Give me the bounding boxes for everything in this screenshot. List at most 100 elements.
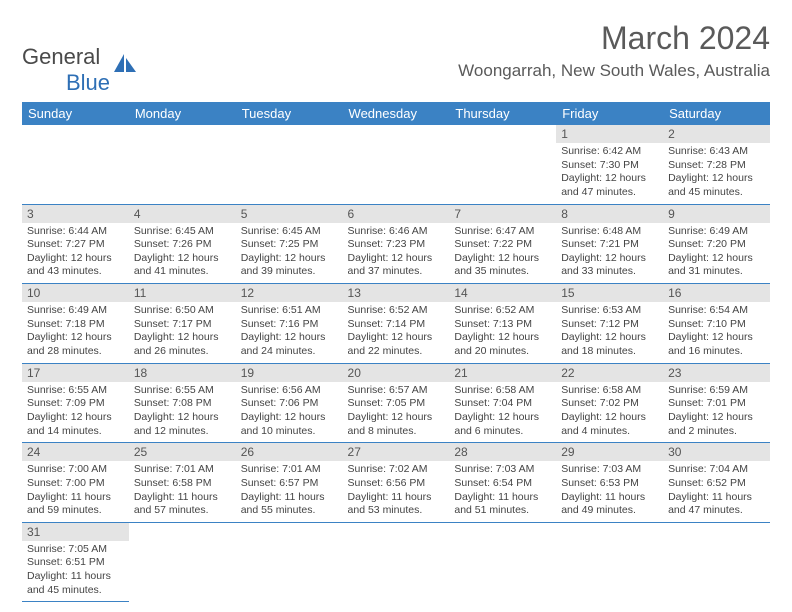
calendar-table: SundayMondayTuesdayWednesdayThursdayFrid…: [22, 102, 770, 602]
day-number: 2: [663, 125, 770, 143]
day-details: Sunrise: 6:58 AMSunset: 7:02 PMDaylight:…: [556, 382, 663, 443]
calendar-cell: 21Sunrise: 6:58 AMSunset: 7:04 PMDayligh…: [449, 363, 556, 443]
sunset-line: Sunset: 6:54 PM: [454, 477, 551, 491]
day-details: Sunrise: 6:55 AMSunset: 7:09 PMDaylight:…: [22, 382, 129, 443]
calendar-cell: 5Sunrise: 6:45 AMSunset: 7:25 PMDaylight…: [236, 204, 343, 284]
calendar-cell: 9Sunrise: 6:49 AMSunset: 7:20 PMDaylight…: [663, 204, 770, 284]
day-details: Sunrise: 6:56 AMSunset: 7:06 PMDaylight:…: [236, 382, 343, 443]
day-number: 23: [663, 364, 770, 382]
sunset-line: Sunset: 7:30 PM: [561, 159, 658, 173]
daylight-line2: and 39 minutes.: [241, 265, 338, 279]
logo-line1: General: [22, 44, 100, 69]
day-number: 27: [343, 443, 450, 461]
calendar-cell: 12Sunrise: 6:51 AMSunset: 7:16 PMDayligh…: [236, 284, 343, 364]
day-number: 15: [556, 284, 663, 302]
calendar-cell: 28Sunrise: 7:03 AMSunset: 6:54 PMDayligh…: [449, 443, 556, 523]
daylight-line2: and 22 minutes.: [348, 345, 445, 359]
sunrise-line: Sunrise: 6:59 AM: [668, 384, 765, 398]
daylight-line2: and 51 minutes.: [454, 504, 551, 518]
daylight-line2: and 43 minutes.: [27, 265, 124, 279]
calendar-row: 17Sunrise: 6:55 AMSunset: 7:09 PMDayligh…: [22, 363, 770, 443]
calendar-cell: 26Sunrise: 7:01 AMSunset: 6:57 PMDayligh…: [236, 443, 343, 523]
daylight-line2: and 6 minutes.: [454, 425, 551, 439]
sunset-line: Sunset: 7:18 PM: [27, 318, 124, 332]
calendar-cell: 4Sunrise: 6:45 AMSunset: 7:26 PMDaylight…: [129, 204, 236, 284]
calendar-cell: [343, 522, 450, 602]
logo: General Blue: [22, 44, 138, 96]
daylight-line1: Daylight: 11 hours: [561, 491, 658, 505]
daylight-line2: and 49 minutes.: [561, 504, 658, 518]
sunset-line: Sunset: 6:52 PM: [668, 477, 765, 491]
sail-icon: [112, 52, 138, 79]
daylight-line2: and 14 minutes.: [27, 425, 124, 439]
daylight-line1: Daylight: 11 hours: [454, 491, 551, 505]
sunset-line: Sunset: 6:51 PM: [27, 556, 124, 570]
day-details: Sunrise: 6:58 AMSunset: 7:04 PMDaylight:…: [449, 382, 556, 443]
calendar-cell: [22, 125, 129, 204]
empty-cell: [236, 125, 343, 143]
day-number: 1: [556, 125, 663, 143]
sunrise-line: Sunrise: 7:03 AM: [454, 463, 551, 477]
daylight-line1: Daylight: 11 hours: [668, 491, 765, 505]
day-number: 22: [556, 364, 663, 382]
daylight-line1: Daylight: 12 hours: [134, 411, 231, 425]
day-number: 7: [449, 205, 556, 223]
sunrise-line: Sunrise: 6:57 AM: [348, 384, 445, 398]
calendar-cell: 13Sunrise: 6:52 AMSunset: 7:14 PMDayligh…: [343, 284, 450, 364]
sunset-line: Sunset: 7:12 PM: [561, 318, 658, 332]
day-number: 20: [343, 364, 450, 382]
sunrise-line: Sunrise: 6:45 AM: [134, 225, 231, 239]
day-details: Sunrise: 6:47 AMSunset: 7:22 PMDaylight:…: [449, 223, 556, 284]
sunset-line: Sunset: 7:14 PM: [348, 318, 445, 332]
day-details: Sunrise: 6:51 AMSunset: 7:16 PMDaylight:…: [236, 302, 343, 363]
calendar-cell: [236, 522, 343, 602]
location: Woongarrah, New South Wales, Australia: [458, 61, 770, 81]
sunset-line: Sunset: 6:58 PM: [134, 477, 231, 491]
calendar-row: 3Sunrise: 6:44 AMSunset: 7:27 PMDaylight…: [22, 204, 770, 284]
calendar-cell: [129, 522, 236, 602]
weekday-tuesday: Tuesday: [236, 102, 343, 125]
day-details: Sunrise: 7:04 AMSunset: 6:52 PMDaylight:…: [663, 461, 770, 522]
calendar-cell: 25Sunrise: 7:01 AMSunset: 6:58 PMDayligh…: [129, 443, 236, 523]
weekday-friday: Friday: [556, 102, 663, 125]
day-details: Sunrise: 6:48 AMSunset: 7:21 PMDaylight:…: [556, 223, 663, 284]
daylight-line2: and 26 minutes.: [134, 345, 231, 359]
sunset-line: Sunset: 7:22 PM: [454, 238, 551, 252]
calendar-cell: 20Sunrise: 6:57 AMSunset: 7:05 PMDayligh…: [343, 363, 450, 443]
daylight-line2: and 57 minutes.: [134, 504, 231, 518]
sunset-line: Sunset: 7:02 PM: [561, 397, 658, 411]
calendar-cell: 6Sunrise: 6:46 AMSunset: 7:23 PMDaylight…: [343, 204, 450, 284]
daylight-line1: Daylight: 12 hours: [668, 252, 765, 266]
empty-cell: [129, 125, 236, 143]
daylight-line1: Daylight: 12 hours: [454, 411, 551, 425]
header: General Blue March 2024 Woongarrah, New …: [22, 20, 770, 96]
daylight-line1: Daylight: 12 hours: [134, 331, 231, 345]
calendar-cell: 29Sunrise: 7:03 AMSunset: 6:53 PMDayligh…: [556, 443, 663, 523]
calendar-cell: [343, 125, 450, 204]
day-details: Sunrise: 6:44 AMSunset: 7:27 PMDaylight:…: [22, 223, 129, 284]
sunrise-line: Sunrise: 6:45 AM: [241, 225, 338, 239]
calendar-cell: 7Sunrise: 6:47 AMSunset: 7:22 PMDaylight…: [449, 204, 556, 284]
calendar-cell: 27Sunrise: 7:02 AMSunset: 6:56 PMDayligh…: [343, 443, 450, 523]
sunset-line: Sunset: 7:10 PM: [668, 318, 765, 332]
weekday-wednesday: Wednesday: [343, 102, 450, 125]
daylight-line1: Daylight: 12 hours: [241, 331, 338, 345]
sunrise-line: Sunrise: 6:43 AM: [668, 145, 765, 159]
day-number: 29: [556, 443, 663, 461]
calendar-cell: 31Sunrise: 7:05 AMSunset: 6:51 PMDayligh…: [22, 522, 129, 602]
weekday-saturday: Saturday: [663, 102, 770, 125]
daylight-line2: and 12 minutes.: [134, 425, 231, 439]
day-details: Sunrise: 6:59 AMSunset: 7:01 PMDaylight:…: [663, 382, 770, 443]
day-details: Sunrise: 6:50 AMSunset: 7:17 PMDaylight:…: [129, 302, 236, 363]
sunrise-line: Sunrise: 6:58 AM: [454, 384, 551, 398]
day-number: 6: [343, 205, 450, 223]
daylight-line1: Daylight: 11 hours: [134, 491, 231, 505]
day-number: 8: [556, 205, 663, 223]
day-details: Sunrise: 6:46 AMSunset: 7:23 PMDaylight:…: [343, 223, 450, 284]
day-number: 10: [22, 284, 129, 302]
daylight-line2: and 35 minutes.: [454, 265, 551, 279]
day-number: 4: [129, 205, 236, 223]
sunset-line: Sunset: 7:01 PM: [668, 397, 765, 411]
sunset-line: Sunset: 7:20 PM: [668, 238, 765, 252]
sunrise-line: Sunrise: 6:49 AM: [27, 304, 124, 318]
